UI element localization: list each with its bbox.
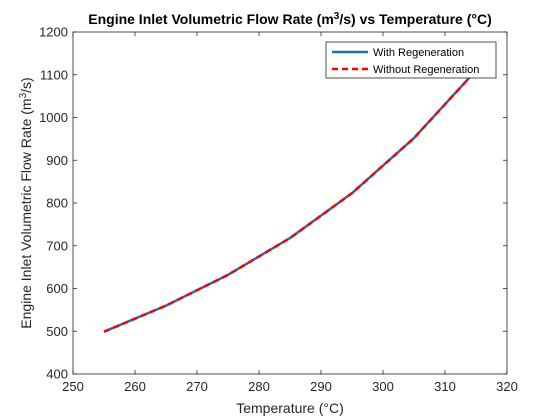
- y-axis: 400 500 600 700 800 900 1000 1100 1200: [39, 25, 507, 382]
- x-axis-label: Temperature (°C): [236, 400, 344, 416]
- x-tick-label: 310: [434, 379, 456, 394]
- y-tick-label: 400: [46, 367, 68, 382]
- y-tick-label: 1200: [39, 25, 68, 40]
- series-layer: [103, 69, 477, 333]
- x-tick-label: 260: [124, 379, 146, 394]
- x-tick-label: 320: [496, 379, 518, 394]
- chart-title: Engine Inlet Volumetric Flow Rate (m3/s)…: [88, 11, 492, 27]
- y-tick-label: 1100: [40, 67, 68, 82]
- x-tick-label: 290: [310, 379, 332, 394]
- x-tick-label: 250: [62, 379, 84, 394]
- y-tick-label: 600: [46, 281, 68, 296]
- y-tick-label: 500: [46, 324, 68, 339]
- legend-label-without-regeneration: Without Regeneration: [373, 64, 479, 76]
- y-tick-label: 700: [46, 238, 68, 253]
- y-tick-label: 800: [46, 196, 68, 211]
- y-tick-label: 1000: [39, 110, 68, 125]
- x-tick-label: 300: [372, 379, 394, 394]
- y-axis-label: Engine Inlet Volumetric Flow Rate (m3/s): [18, 77, 34, 328]
- legend-box: [325, 41, 497, 79]
- x-tick-label: 280: [248, 379, 270, 394]
- plot-area: [72, 31, 508, 375]
- legend: With Regeneration Without Regeneration: [325, 41, 497, 79]
- x-tick-label: 270: [186, 379, 208, 394]
- x-axis: 250 260 270 280 290 300 310 320: [62, 32, 518, 394]
- legend-label-with-regeneration: With Regeneration: [373, 47, 464, 59]
- series-line-with-regeneration: [103, 69, 477, 333]
- y-tick-label: 900: [46, 153, 68, 168]
